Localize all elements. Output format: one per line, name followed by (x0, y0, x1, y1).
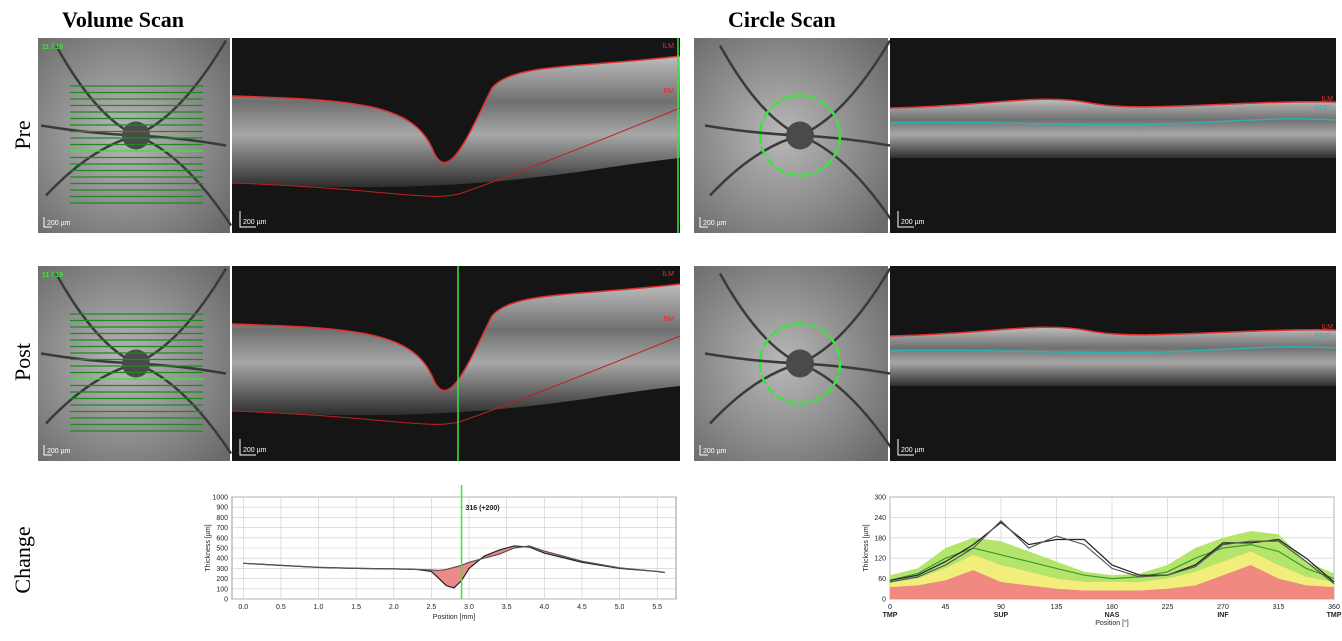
x-tick-label: 0.5 (276, 604, 286, 611)
layer-label: ILM (1321, 324, 1333, 331)
y-tick-label: 60 (878, 576, 886, 583)
y-tick-label: 300 (874, 495, 886, 502)
row-label: Post (10, 343, 35, 381)
x-tick-label: 4.5 (577, 604, 587, 611)
row-label: Change (10, 526, 35, 593)
scale-label: 200 µm (703, 220, 727, 227)
header: Volume Scan (62, 7, 184, 32)
x-tick-label: 0 (888, 604, 892, 611)
y-axis-title: Thickness [µm] (863, 524, 870, 571)
optic-disc (122, 350, 150, 378)
x-tick-label: 270 (1217, 604, 1229, 611)
x-tick-label: 1.0 (314, 604, 324, 611)
figure: Volume Scan Circle Scan Pre Post Change … (0, 0, 1342, 641)
y-tick-label: 400 (216, 556, 228, 563)
y-tick-label: 700 (216, 525, 228, 532)
y-axis-title: Thickness [µm] (205, 524, 212, 571)
page: Volume Scan Circle Scan Pre Post Change … (0, 0, 1342, 641)
y-tick-label: 240 (874, 515, 886, 522)
optic-disc (786, 350, 814, 378)
y-tick-label: 500 (216, 546, 228, 553)
row-label: Pre (10, 120, 35, 149)
x-tick-label: 45 (942, 604, 950, 611)
layer-label: BM (664, 88, 675, 95)
counter: 11 / 19 (42, 272, 63, 279)
x-tick-label: 5.5 (652, 604, 662, 611)
x-tick-label: 225 (1162, 604, 1174, 611)
annotation: 316 (+200) (466, 505, 500, 512)
region-label: NAS (1105, 612, 1120, 619)
layer-label: ILM (1321, 96, 1333, 103)
region-label: TMP (883, 612, 898, 619)
optic-disc (786, 122, 814, 150)
scale-label: 200 µm (901, 447, 925, 454)
y-tick-label: 300 (216, 566, 228, 573)
y-tick-label: 800 (216, 515, 228, 522)
x-tick-label: 3.5 (502, 604, 512, 611)
scale-label: 200 µm (703, 448, 727, 455)
x-tick-label: 2.5 (427, 604, 437, 611)
x-tick-label: 4.0 (539, 604, 549, 611)
y-tick-label: 200 (216, 576, 228, 583)
y-tick-label: 100 (216, 586, 228, 593)
layer-label: ILM (662, 271, 674, 278)
x-tick-label: 0.0 (238, 604, 248, 611)
region-label: TMP (1327, 612, 1342, 619)
region-label: SUP (994, 612, 1009, 619)
y-tick-label: 1000 (212, 495, 228, 502)
y-tick-label: 180 (874, 535, 886, 542)
region-label: INF (1217, 612, 1229, 619)
x-tick-label: 3.0 (464, 604, 474, 611)
scale-label: 200 µm (47, 220, 71, 227)
y-tick-label: 0 (224, 597, 228, 604)
y-tick-label: 120 (874, 556, 886, 563)
layer-label: RNFL (1315, 105, 1333, 112)
retina (890, 99, 1336, 158)
x-tick-label: 90 (997, 604, 1005, 611)
scale-label: 200 µm (901, 219, 925, 226)
layer-label: ILM (662, 43, 674, 50)
layer-label: RNFL (1315, 333, 1333, 340)
layer-label: BM (664, 316, 675, 323)
retina (890, 327, 1336, 386)
optic-disc (122, 122, 150, 150)
x-tick-label: 315 (1273, 604, 1285, 611)
x-axis-title: Position [°] (1095, 619, 1129, 627)
scale-label: 200 µm (243, 447, 267, 454)
y-tick-label: 0 (882, 597, 886, 604)
header: Circle Scan (728, 7, 836, 32)
x-tick-label: 1.5 (351, 604, 361, 611)
x-axis-title: Position [mm] (433, 614, 475, 621)
x-tick-label: 180 (1106, 604, 1118, 611)
x-tick-label: 360 (1328, 604, 1340, 611)
counter: 11 / 19 (42, 44, 63, 51)
scale-label: 200 µm (47, 448, 71, 455)
scale-label: 200 µm (243, 219, 267, 226)
x-tick-label: 5.0 (615, 604, 625, 611)
x-tick-label: 2.0 (389, 604, 399, 611)
y-tick-label: 600 (216, 535, 228, 542)
y-tick-label: 900 (216, 505, 228, 512)
x-tick-label: 135 (1051, 604, 1063, 611)
